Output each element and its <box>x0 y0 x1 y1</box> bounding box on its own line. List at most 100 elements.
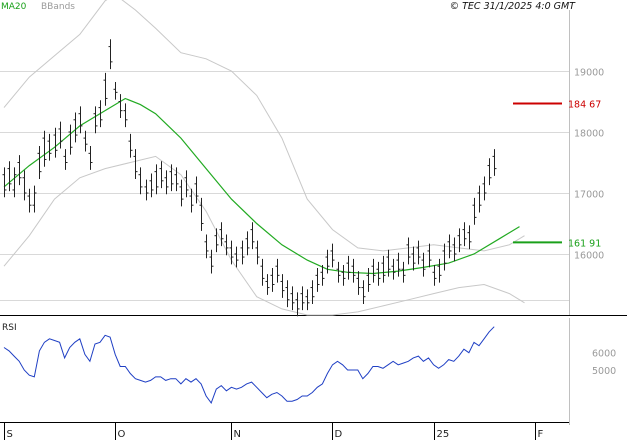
ohlc-bar <box>32 185 37 213</box>
bband-upper-line <box>3 0 525 252</box>
ma20-layer <box>3 97 520 275</box>
x-tick-label: 25 <box>437 429 450 440</box>
ohlc-bar <box>169 164 174 192</box>
ohlc-bar <box>219 222 224 247</box>
ohlc-bar <box>356 271 361 295</box>
ohlc-bar <box>310 280 315 305</box>
ohlc-bar <box>128 133 133 158</box>
ohlc-bar <box>330 243 335 268</box>
ohlc-bar <box>224 234 229 256</box>
ohlc-bar <box>452 237 457 262</box>
ohlc-bar <box>245 231 250 256</box>
y-tick-labels: 16000 17000 18000 19000 <box>574 68 604 262</box>
x-tick-labels: S O N D 25 F <box>4 422 544 440</box>
price-y-tick-label: 19000 <box>574 68 604 79</box>
ohlc-bar <box>88 146 93 170</box>
rsi-y-tick-label: 6000 <box>592 349 616 360</box>
ohlc-bar <box>22 170 27 201</box>
ohlc-bar <box>98 100 103 128</box>
ohlc-bar <box>270 268 275 292</box>
ohlc-bar <box>240 240 245 265</box>
ohlc-bar <box>53 127 58 158</box>
ohlc-bar <box>421 252 426 277</box>
x-tick-label: F <box>538 429 544 440</box>
ohlc-bar <box>73 112 78 143</box>
ohlc-bar <box>265 274 270 295</box>
ohlc-bar <box>416 240 421 265</box>
ohlc-bar <box>123 103 128 128</box>
rsi-layer: 6000 5000 <box>3 326 616 404</box>
price-y-tick-label: 16000 <box>574 251 604 262</box>
ohlc-bar <box>133 149 138 179</box>
ohlc-bar <box>487 158 492 186</box>
bband-lower-line <box>3 155 525 316</box>
ohlc-bar <box>432 264 437 286</box>
ohlc-bar <box>442 243 447 271</box>
ohlc-bar <box>361 280 366 305</box>
ohlc-bar <box>204 234 209 259</box>
ohlc-bar <box>427 243 432 268</box>
x-tick-label: S <box>7 429 13 440</box>
ohlc-bar <box>250 222 255 250</box>
ohlc-bar <box>406 237 411 265</box>
ohlc-layer <box>2 39 497 317</box>
ohlc-bar <box>472 197 477 225</box>
ohlc-bar <box>103 72 108 106</box>
ohlc-bar <box>93 106 98 134</box>
ohlc-bar <box>58 121 63 149</box>
ohlc-bar <box>12 167 17 198</box>
ohlc-bar <box>144 179 149 201</box>
ohlc-bar <box>290 286 295 311</box>
ohlc-bar <box>159 161 164 189</box>
ohlc-bar <box>447 234 452 259</box>
ohlc-bar <box>83 130 88 152</box>
ohlc-bar <box>199 197 204 231</box>
ohlc-bar <box>336 261 341 283</box>
rsi-line <box>3 326 495 404</box>
ohlc-bar <box>341 264 346 286</box>
ohlc-bar <box>275 258 280 283</box>
ohlc-bar <box>366 268 371 292</box>
ohlc-bar <box>305 289 310 311</box>
ohlc-bar <box>209 249 214 274</box>
price-y-tick-label: 18000 <box>574 129 604 140</box>
ohlc-bar <box>351 258 356 283</box>
ohlc-bar <box>42 130 47 167</box>
ohlc-bar <box>149 173 154 198</box>
ohlc-bar <box>300 286 305 311</box>
ohlc-bar <box>346 255 351 280</box>
x-tick-label: O <box>118 429 126 440</box>
ma20-line <box>3 97 520 275</box>
ohlc-bar <box>411 246 416 271</box>
copyright-timestamp: © TEC 31/1/2025 4:0 GMT <box>450 1 577 12</box>
ohlc-bar <box>138 167 143 195</box>
ohlc-bar <box>113 81 118 100</box>
ohlc-bar <box>78 106 83 134</box>
ohlc-bar <box>492 149 497 176</box>
ohlc-bar <box>396 252 401 277</box>
ohlc-bar <box>63 149 68 170</box>
ohlc-bar <box>285 280 290 308</box>
ohlc-bar <box>376 261 381 286</box>
ohlc-bar <box>260 258 265 286</box>
bbands-layer <box>3 0 525 316</box>
ohlc-bar <box>315 268 320 292</box>
ohlc-bar <box>467 225 472 250</box>
ohlc-bar <box>391 258 396 280</box>
level-label: 184 67 <box>568 100 601 111</box>
ohlc-bar <box>401 261 406 283</box>
level-markers: 184 67 161 91 <box>513 100 601 249</box>
ohlc-bar <box>381 255 386 283</box>
ohlc-bar <box>320 264 325 286</box>
ohlc-bar <box>457 228 462 253</box>
ohlc-bar <box>174 167 179 192</box>
ohlc-bar <box>437 258 442 283</box>
ohlc-bar <box>189 188 194 213</box>
ohlc-bar <box>214 228 219 253</box>
ohlc-bar <box>386 249 391 277</box>
ohlc-bar <box>37 146 42 179</box>
x-tick-label: N <box>234 429 241 440</box>
ohlc-bar <box>108 39 113 70</box>
price-grid <box>0 71 569 301</box>
